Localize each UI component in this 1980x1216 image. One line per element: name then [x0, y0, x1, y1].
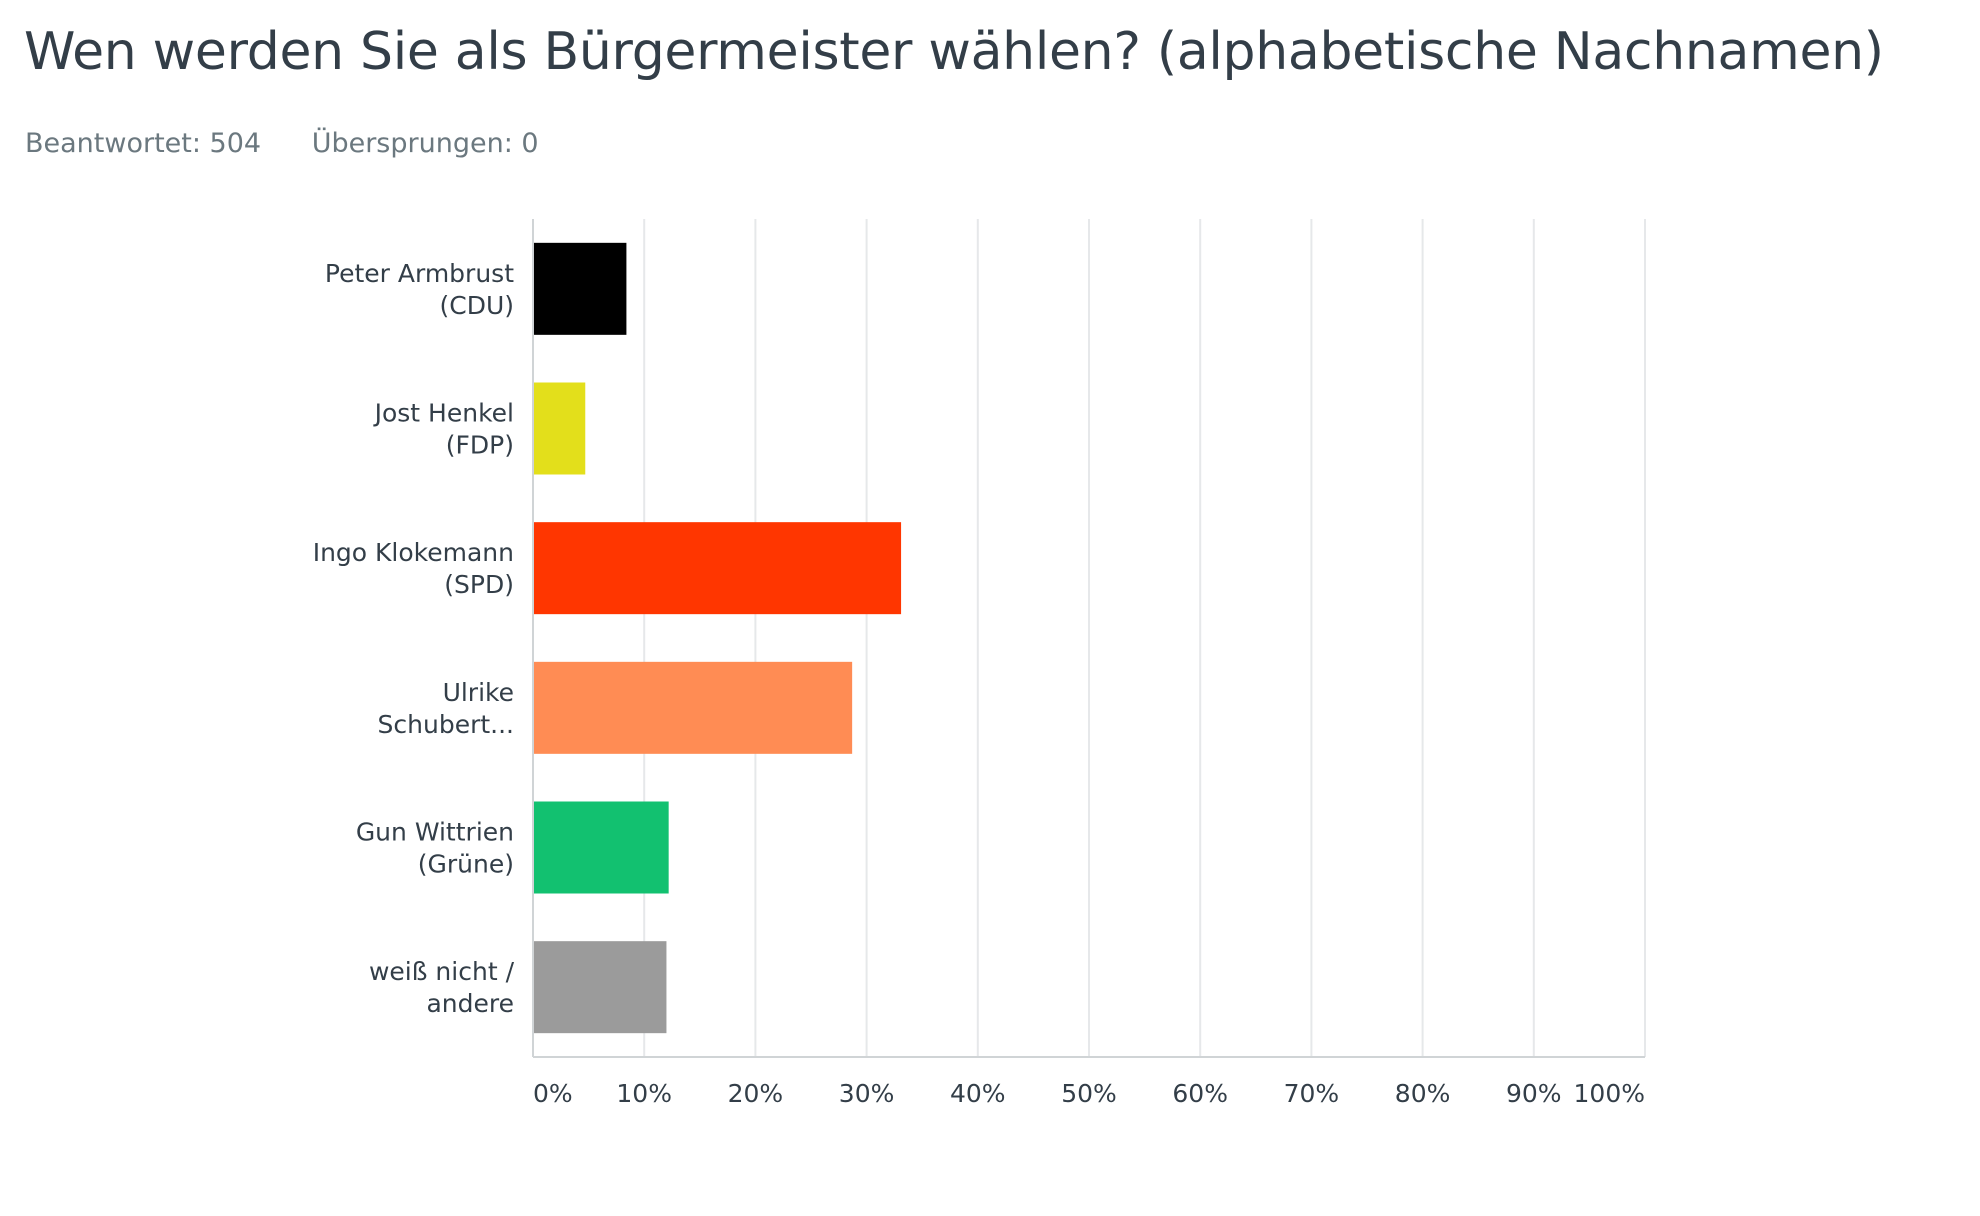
bar: [534, 522, 902, 615]
category-label: Gun Wittrien (Grüne): [356, 818, 514, 879]
axes: [532, 219, 1645, 1058]
x-tick-label: 10%: [616, 1079, 672, 1108]
bar: [534, 242, 627, 335]
bars: [534, 242, 902, 1034]
x-tick-label: 90%: [1506, 1079, 1562, 1108]
category-label: Ulrike Schubert...: [378, 678, 514, 739]
category-label: Peter Armbrust (CDU): [325, 259, 514, 320]
answered-count: Beantwortet: 504: [25, 128, 262, 159]
gridlines: [532, 219, 1646, 1057]
skipped-count: Übersprungen: 0: [311, 128, 539, 159]
response-summary: Beantwortet: 504 Übersprungen: 0: [25, 128, 539, 159]
bar: [534, 661, 853, 754]
category-labels: Peter Armbrust (CDU) Jost Henkel (FDP) Ingo …: [313, 259, 515, 1018]
x-tick-label: 100%: [1574, 1079, 1645, 1108]
category-label: Ingo Klokemann (SPD): [313, 538, 514, 599]
category-label: weiß nicht / andere: [369, 957, 515, 1018]
x-tick-label: 70%: [1284, 1079, 1340, 1108]
x-tick-labels: 0% 10% 20% 30% 40% 50% 60% 70% 80% 90% 100%: [533, 1079, 1645, 1108]
x-tick-label: 50%: [1061, 1079, 1117, 1108]
x-tick-label: 30%: [839, 1079, 895, 1108]
bar: [534, 382, 586, 475]
chart-title: Wen werden Sie als Bürgermeister wählen?…: [24, 22, 1884, 82]
x-tick-label: 80%: [1395, 1079, 1451, 1108]
bar: [534, 941, 667, 1034]
x-tick-label: 20%: [728, 1079, 784, 1108]
x-tick-label: 0%: [533, 1079, 573, 1108]
x-tick-label: 40%: [950, 1079, 1006, 1108]
x-tick-label: 60%: [1172, 1079, 1228, 1108]
bar: [534, 801, 669, 894]
category-label: Jost Henkel (FDP): [373, 399, 514, 460]
